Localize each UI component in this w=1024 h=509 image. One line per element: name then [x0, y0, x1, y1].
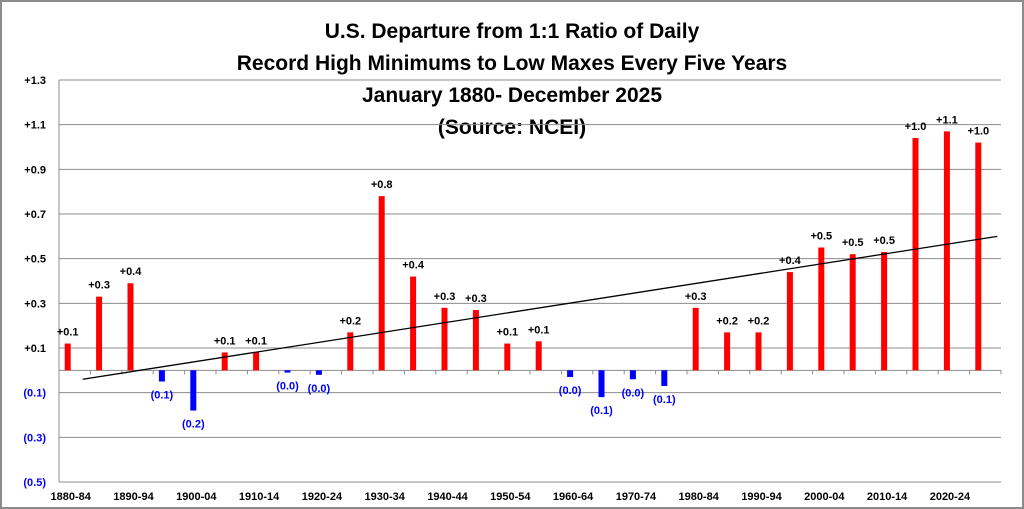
- bar: [661, 370, 668, 386]
- trendline: [82, 235, 998, 380]
- bar: [472, 310, 479, 371]
- x-tick-label: 2020-24: [930, 491, 971, 503]
- title-line-2: Record High Minimums to Low Maxes Every …: [237, 52, 787, 75]
- data-label: +1.0: [905, 121, 927, 133]
- data-label: +0.5: [873, 235, 895, 247]
- bar: [284, 370, 291, 373]
- bar: [221, 352, 228, 371]
- bar: [912, 138, 919, 371]
- data-label: (0.2): [182, 419, 205, 431]
- data-label: (0.1): [653, 394, 676, 406]
- data-label: +0.2: [339, 315, 361, 327]
- data-label: +0.5: [842, 237, 864, 249]
- title-line-4: (Source: NCEI): [438, 116, 586, 139]
- data-label: +0.1: [245, 335, 267, 347]
- bar: [567, 370, 574, 378]
- data-label: +0.1: [496, 327, 518, 339]
- data-label: +0.4: [120, 266, 143, 278]
- bar: [598, 370, 605, 398]
- data-label: +0.4: [402, 260, 425, 272]
- y-tick-label: (0.1): [23, 388, 46, 400]
- data-label: (0.0): [276, 381, 299, 393]
- data-label: +0.8: [371, 179, 393, 191]
- bar: [881, 251, 888, 371]
- data-label: +0.1: [57, 327, 79, 339]
- data-label: +0.3: [685, 291, 707, 303]
- bar: [378, 196, 385, 371]
- bar: [849, 254, 856, 371]
- bar: [441, 307, 448, 371]
- bar: [96, 296, 103, 371]
- data-label: +0.1: [528, 324, 550, 336]
- y-tick-label: +0.9: [24, 164, 46, 176]
- y-tick-label: +0.1: [24, 343, 46, 355]
- bar: [943, 131, 950, 371]
- data-label: +1.1: [936, 114, 958, 126]
- y-tick-label: +0.7: [24, 209, 46, 221]
- y-tick-label: (0.5): [23, 477, 46, 489]
- bar: [975, 142, 982, 371]
- data-label: (0.1): [151, 390, 174, 402]
- bar: [190, 370, 197, 411]
- data-label: +0.3: [88, 280, 110, 292]
- data-label: +0.5: [810, 231, 832, 243]
- bar: [127, 283, 134, 371]
- bar: [253, 352, 260, 371]
- y-tick-label: +1.3: [24, 75, 46, 87]
- bar: [786, 272, 793, 371]
- bar: [504, 343, 511, 371]
- bar: [347, 332, 354, 371]
- x-tick-label: 1940-44: [427, 491, 468, 503]
- x-tick-label: 1970-74: [616, 491, 657, 503]
- data-label: +0.4: [779, 255, 802, 267]
- bar: [818, 247, 825, 371]
- title-line-1: U.S. Departure from 1:1 Ratio of Daily: [325, 20, 700, 43]
- bar: [535, 341, 542, 371]
- data-label: +0.1: [214, 335, 236, 347]
- data-label: +0.3: [434, 291, 456, 303]
- x-tick-label: 1910-14: [239, 491, 280, 503]
- x-tick-label: 1980-84: [679, 491, 720, 503]
- data-label: (0.0): [559, 385, 582, 397]
- data-label: (0.0): [622, 387, 645, 399]
- bar: [64, 343, 71, 371]
- bar: [629, 370, 636, 380]
- bar: [158, 370, 165, 382]
- x-tick-label: 1900-04: [176, 491, 217, 503]
- y-tick-label: +1.1: [24, 120, 46, 132]
- bar: [692, 307, 699, 371]
- data-label: (0.0): [308, 383, 331, 395]
- x-tick-label: 2000-04: [804, 491, 845, 503]
- bar: [410, 276, 417, 371]
- data-label: +0.2: [748, 315, 770, 327]
- data-label: +1.0: [967, 126, 989, 138]
- x-tick-label: 1960-64: [553, 491, 594, 503]
- y-tick-label: +0.3: [24, 298, 46, 310]
- x-tick-label: 1990-94: [741, 491, 782, 503]
- chart-title: U.S. Departure from 1:1 Ratio of Daily R…: [237, 20, 787, 139]
- data-label: +0.3: [465, 293, 487, 305]
- data-label: +0.2: [716, 315, 738, 327]
- bar: [724, 332, 731, 371]
- x-tick-label: 1890-94: [113, 491, 154, 503]
- data-label: (0.1): [590, 405, 613, 417]
- x-tick-label: 1930-34: [365, 491, 406, 503]
- y-tick-label: (0.3): [23, 432, 46, 444]
- y-tick-label: +0.5: [24, 254, 46, 266]
- x-tick-label: 1950-54: [490, 491, 531, 503]
- x-tick-label: 1880-84: [51, 491, 92, 503]
- bar: [755, 332, 762, 371]
- x-tick-label: 2010-14: [867, 491, 908, 503]
- bar: [315, 370, 322, 375]
- title-line-3: January 1880- December 2025: [362, 84, 662, 107]
- x-tick-label: 1920-24: [302, 491, 343, 503]
